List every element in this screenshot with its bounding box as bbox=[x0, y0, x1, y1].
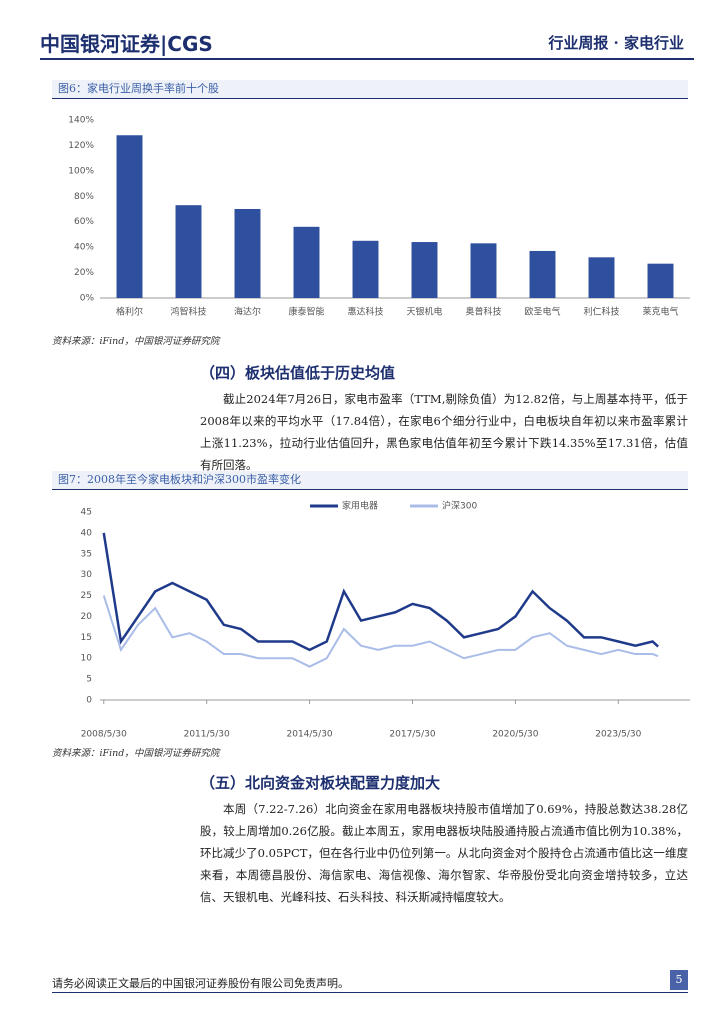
header-rule bbox=[40, 58, 694, 60]
paragraph: 截止2024年7月26日，家电市盈率（TTM,剔除负值）为12.82倍，与上周基… bbox=[200, 392, 688, 472]
figure-title: 图6：家电行业周换手率前十个股 bbox=[52, 80, 688, 99]
y-tick-label: 30 bbox=[81, 570, 93, 580]
section-heading: （四）板块估值低于历史均值 bbox=[200, 364, 396, 382]
x-tick-label: 利仁科技 bbox=[583, 306, 619, 318]
bar bbox=[647, 263, 674, 298]
y-tick-label: 0 bbox=[86, 696, 92, 706]
x-tick-label: 2008/5/30 bbox=[81, 730, 127, 740]
y-tick-label: 20 bbox=[81, 612, 93, 622]
x-tick-label: 2014/5/30 bbox=[287, 730, 333, 740]
bar bbox=[470, 243, 497, 298]
section-heading: （五）北向资金对板块配置力度加大 bbox=[200, 774, 441, 792]
line-chart: 0 5 10 15 20 25 30 35 40 45 2008/5/30 2011/5/30 2014… bbox=[81, 500, 690, 740]
footer-rule bbox=[52, 992, 688, 993]
y-tick-label: 25 bbox=[81, 591, 92, 601]
bar bbox=[234, 209, 261, 298]
y-tick-label: 60% bbox=[74, 217, 94, 227]
x-tick-label: 2020/5/30 bbox=[492, 730, 538, 740]
x-tick-label: 天银机电 bbox=[406, 306, 442, 318]
y-tick-label: 100% bbox=[68, 166, 94, 176]
bar bbox=[529, 250, 556, 298]
figure-title: 图7：2008年至今家电板块和沪深300市盈率变化 bbox=[52, 471, 688, 490]
y-tick-label: 140% bbox=[68, 116, 94, 126]
brand: 中国银河证券|CGS bbox=[40, 32, 213, 56]
y-tick-label: 45 bbox=[81, 508, 92, 518]
x-tick-label: 欧圣电气 bbox=[524, 306, 560, 318]
x-tick-label: 康泰智能 bbox=[288, 306, 324, 318]
y-tick-label: 20% bbox=[74, 268, 94, 278]
x-tick-label: 2023/5/30 bbox=[595, 730, 641, 740]
y-tick-label: 80% bbox=[74, 192, 94, 202]
report-title: 行业周报 · 家电行业 bbox=[548, 34, 684, 52]
bar bbox=[116, 135, 143, 298]
source: 资料来源：iFind，中国银河证券研究院 bbox=[52, 748, 220, 759]
bar bbox=[175, 205, 202, 298]
y-tick-label: 0% bbox=[80, 294, 95, 304]
x-tick-label: 2011/5/30 bbox=[184, 730, 230, 740]
line-series bbox=[102, 595, 659, 668]
legend-label: 家用电器 bbox=[342, 500, 378, 512]
x-tick-label: 莱克电气 bbox=[642, 306, 678, 318]
y-tick-label: 15 bbox=[81, 633, 92, 643]
x-tick-label: 惠达科技 bbox=[347, 306, 383, 318]
x-tick-label: 鸿智科技 bbox=[170, 306, 206, 318]
bar bbox=[588, 257, 615, 298]
source: 资料来源：iFind，中国银河证券研究院 bbox=[52, 336, 220, 347]
bar bbox=[293, 226, 320, 298]
x-tick-label: 2017/5/30 bbox=[389, 730, 435, 740]
y-tick-label: 5 bbox=[86, 675, 92, 685]
bar bbox=[352, 240, 379, 298]
bar-chart: 0% 20% 40% 60% 80% 100% 120% 140% 格利尔 鸿智科技 海达尔 康泰智能… bbox=[68, 116, 690, 318]
bar bbox=[411, 242, 438, 298]
y-tick-label: 40% bbox=[74, 243, 94, 253]
x-tick-label: 格利尔 bbox=[116, 306, 143, 318]
legend-label: 沪深300 bbox=[442, 500, 477, 512]
y-tick-label: 35 bbox=[81, 549, 92, 559]
y-tick-label: 10 bbox=[81, 654, 93, 664]
y-tick-label: 120% bbox=[68, 141, 94, 151]
footer: 请务必阅读正文最后的中国银河证券股份有限公司免责声明。 bbox=[52, 977, 349, 990]
paragraph: 本周（7.22-7.26）北向资金在家用电器板块持股市值增加了0.69%，持股总… bbox=[200, 802, 688, 904]
x-tick-label: 奥普科技 bbox=[465, 306, 501, 318]
x-tick-label: 海达尔 bbox=[234, 306, 261, 318]
page-number: 5 bbox=[670, 970, 688, 990]
y-tick-label: 40 bbox=[81, 528, 93, 538]
line-series bbox=[102, 532, 659, 652]
